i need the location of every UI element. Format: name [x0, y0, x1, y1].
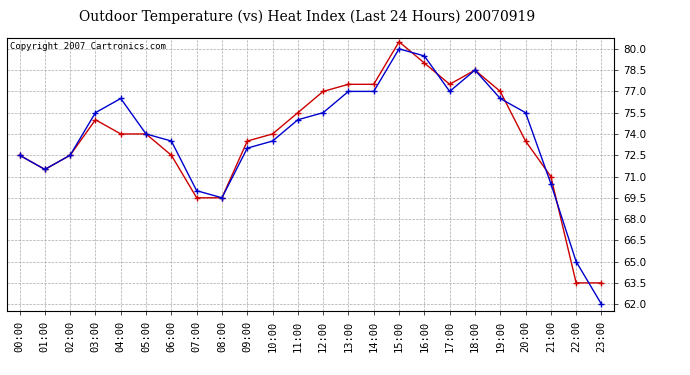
Text: Outdoor Temperature (vs) Heat Index (Last 24 Hours) 20070919: Outdoor Temperature (vs) Heat Index (Las… — [79, 9, 535, 24]
Text: Copyright 2007 Cartronics.com: Copyright 2007 Cartronics.com — [10, 42, 166, 51]
